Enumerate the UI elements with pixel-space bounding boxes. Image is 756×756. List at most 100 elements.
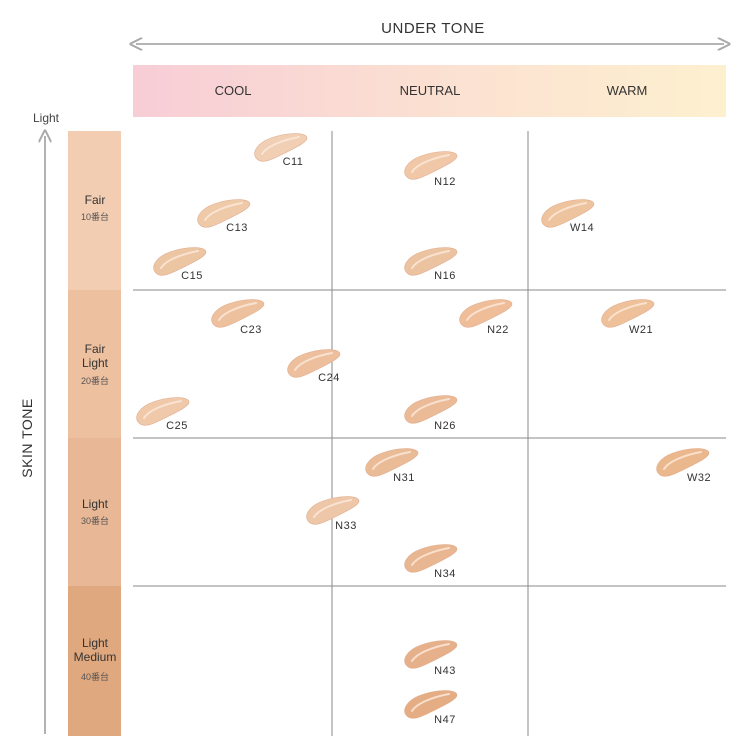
skintone-row-label: Light: [82, 497, 109, 511]
swatch-code-label: W21: [629, 324, 653, 336]
swatch-c24: C24: [287, 349, 341, 384]
skintone-row-band: [68, 131, 121, 290]
swatch-highlight: [160, 250, 199, 269]
skintone-row-sublabel: 30番台: [81, 515, 109, 526]
swatch-n16: N16: [404, 247, 458, 282]
swatch-highlight: [608, 302, 647, 321]
swatch-highlight: [663, 451, 702, 470]
swatch-highlight: [294, 352, 333, 371]
swatch-smear: [287, 349, 341, 378]
swatch-w32: W32: [656, 448, 711, 484]
undertone-gradient-bar: [133, 65, 726, 117]
swatch-smear: [197, 199, 251, 228]
swatch-layer: C11 C13 C15 N12 N16 W14 C23 C24 C25 N22 N26 W21 N31 N…: [136, 133, 711, 726]
swatch-smear: [153, 247, 207, 276]
swatch-smear: [404, 151, 458, 180]
skintone-row-label: Fair: [85, 193, 106, 207]
swatch-smear: [541, 199, 595, 228]
swatch-code-label: N47: [434, 714, 456, 726]
swatch-smear: [306, 496, 360, 525]
swatch-c13: C13: [197, 199, 251, 234]
swatch-code-label: W32: [687, 472, 711, 484]
skintone-row-label: Medium: [74, 650, 117, 664]
swatch-smear: [404, 640, 458, 669]
swatch-highlight: [466, 302, 505, 321]
swatch-code-label: N33: [335, 520, 357, 532]
swatch-n31: N31: [365, 448, 419, 484]
swatch-code-label: N22: [487, 324, 509, 336]
skintone-row-sublabel: 40番台: [81, 671, 109, 682]
swatch-highlight: [411, 250, 450, 269]
swatch-n43: N43: [404, 640, 458, 677]
swatch-code-label: N16: [434, 270, 456, 282]
swatch-n33: N33: [306, 496, 360, 532]
swatch-smear: [459, 299, 513, 328]
swatch-code-label: C13: [226, 222, 248, 234]
swatch-code-label: N43: [434, 665, 456, 677]
swatch-smear: [601, 299, 655, 328]
swatch-highlight: [218, 302, 257, 321]
swatch-smear: [365, 448, 419, 477]
swatch-smear: [136, 397, 190, 426]
swatch-highlight: [204, 202, 243, 221]
swatch-code-label: W14: [570, 222, 594, 234]
swatch-n34: N34: [404, 544, 458, 580]
undertone-title: UNDER TONE: [381, 20, 485, 37]
swatch-code-label: N26: [434, 420, 456, 432]
skintone-row-sublabel: 20番台: [81, 375, 109, 386]
swatch-n12: N12: [404, 151, 458, 188]
swatch-n47: N47: [404, 690, 458, 726]
undertone-warm-label: WARM: [607, 83, 648, 98]
swatch-smear: [404, 395, 458, 424]
skintone-row-band: [68, 290, 121, 438]
swatch-code-label: C15: [181, 270, 203, 282]
skintone-title: SKIN TONE: [19, 398, 35, 477]
swatch-code-label: N31: [393, 472, 415, 484]
swatch-code-label: C11: [283, 156, 304, 168]
swatch-highlight: [548, 202, 587, 221]
skintone-row-label: Fair: [85, 342, 106, 356]
swatch-smear: [656, 448, 710, 477]
swatch-code-label: N12: [434, 176, 456, 188]
swatch-highlight: [411, 693, 450, 712]
swatch-highlight: [411, 643, 450, 662]
grid: [133, 131, 726, 736]
swatch-code-label: N34: [434, 568, 456, 580]
swatch-c15: C15: [153, 247, 207, 282]
swatch-highlight: [411, 154, 450, 173]
swatch-highlight: [411, 547, 450, 566]
swatch-highlight: [143, 400, 182, 419]
swatch-code-label: C23: [240, 324, 262, 336]
light-axis-label: Light: [33, 111, 60, 125]
swatch-smear: [404, 690, 458, 719]
swatch-code-label: C24: [318, 372, 340, 384]
skintone-row-0: Fair 10番台: [68, 131, 121, 290]
skintone-row-label: Light: [82, 356, 109, 370]
swatch-n22: N22: [459, 299, 513, 336]
skintone-row-label: Light: [82, 636, 109, 650]
swatch-highlight: [261, 136, 300, 155]
swatch-highlight: [313, 499, 352, 518]
swatch-n26: N26: [404, 395, 458, 432]
skintone-row-band: [68, 586, 121, 736]
swatch-w21: W21: [601, 299, 655, 336]
swatch-highlight: [411, 398, 450, 417]
skintone-row-bands: Fair10番台FairLight20番台Light30番台LightMediu…: [68, 131, 121, 736]
swatch-smear: [211, 299, 265, 328]
swatch-code-label: C25: [166, 420, 188, 432]
swatch-smear: [254, 133, 308, 162]
swatch-w14: W14: [541, 199, 595, 234]
swatch-c23: C23: [211, 299, 265, 336]
swatch-c11: C11: [254, 133, 308, 168]
swatch-highlight: [372, 451, 411, 470]
swatch-c25: C25: [136, 397, 190, 432]
skintone-row-2: Light 30番台: [68, 438, 121, 586]
swatch-smear: [404, 247, 458, 276]
swatch-smear: [404, 544, 458, 573]
undertone-neutral-label: NEUTRAL: [400, 83, 461, 98]
undertone-cool-label: COOL: [215, 83, 252, 98]
skintone-row-band: [68, 438, 121, 586]
